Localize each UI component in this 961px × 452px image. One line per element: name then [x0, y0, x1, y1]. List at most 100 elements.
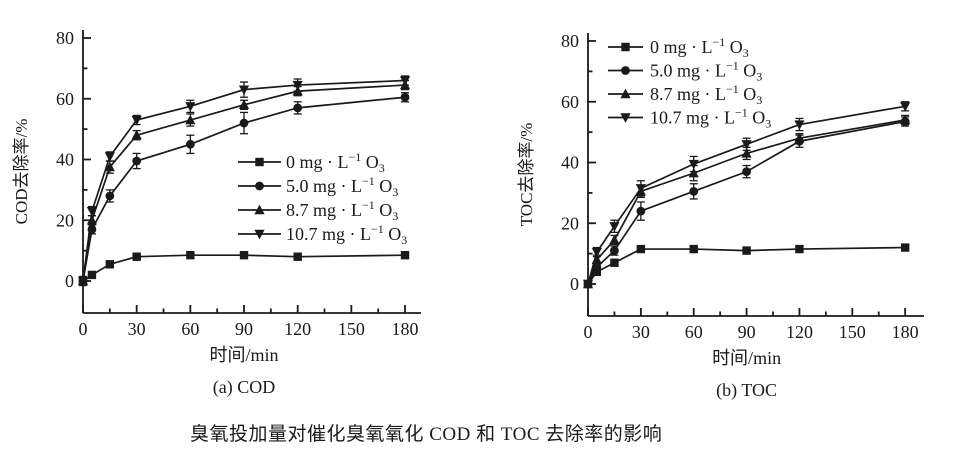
y-tick-label: 0: [65, 271, 74, 291]
circle-marker-icon: [636, 206, 646, 216]
x-tick-label: 150: [338, 319, 365, 339]
square-marker-icon: [132, 252, 141, 261]
circle-marker-icon: [742, 167, 751, 177]
y-axis-label: TOC去除率/%: [517, 123, 536, 227]
x-tick-label: 0: [584, 322, 593, 342]
panel-label: (b) TOC: [716, 380, 777, 401]
x-tick-label: 60: [685, 322, 703, 342]
legend-item: 10.7 mg · L−1 O3: [238, 222, 407, 247]
triangle-down-marker-icon: [254, 229, 265, 240]
triangle-down-marker-icon: [635, 184, 646, 194]
y-tick-label: 20: [56, 210, 74, 230]
circle-marker-icon: [689, 186, 699, 196]
series-triangle-down: [77, 75, 411, 287]
legend-label: 0 mg · L−1 O3: [650, 35, 749, 60]
x-axis-label: 时间/min: [210, 345, 279, 365]
triangle-up-marker-icon: [688, 167, 699, 178]
figure-caption: 臭氧投加量对催化臭氧氧化 COD 和 TOC 去除率的影响: [190, 424, 663, 445]
x-tick-label: 120: [786, 322, 813, 342]
square-marker-icon: [400, 250, 410, 260]
triangle-down-marker-icon: [741, 140, 752, 150]
y-tick-label: 80: [561, 31, 579, 51]
square-marker-icon: [239, 250, 249, 260]
circle-marker-icon: [185, 139, 195, 149]
x-tick-label: 0: [79, 319, 88, 339]
circle-marker-icon: [621, 66, 630, 75]
legend-item: 8.7 mg · L−1 O3: [608, 82, 762, 107]
triangle-down-marker-icon: [131, 115, 142, 126]
tick-labels: 0 30 60 90 120 150 180 0 20 40 60 80: [561, 31, 919, 342]
series-square: [78, 250, 410, 287]
square-marker-icon: [795, 244, 804, 254]
square-marker-icon: [636, 244, 646, 254]
tick-labels: 0 30 60 90 120 150 180 0 20 40 60 80: [56, 28, 419, 339]
triangle-up-marker-icon: [609, 234, 620, 245]
triangle-down-marker-icon: [900, 102, 911, 112]
square-marker-icon: [689, 244, 698, 254]
square-marker-icon: [621, 42, 630, 52]
x-tick-label: 60: [181, 319, 199, 339]
square-marker-icon: [293, 252, 302, 261]
axes: [82, 30, 421, 314]
y-tick-label: 60: [56, 89, 74, 109]
x-tick-label: 90: [738, 322, 756, 342]
square-marker-icon: [742, 246, 751, 255]
triangle-up-marker-icon: [741, 147, 752, 158]
triangle-down-marker-icon: [591, 247, 602, 258]
y-tick-label: 0: [570, 274, 579, 294]
triangle-down-marker-icon: [86, 206, 98, 217]
y-tick-label: 60: [561, 92, 579, 112]
series-triangle-up: [77, 79, 411, 286]
legend-label: 10.7 mg · L−1 O3: [650, 106, 771, 131]
x-tick-label: 30: [128, 319, 146, 339]
triangle-down-marker-icon: [609, 222, 620, 232]
series-square: [583, 243, 910, 289]
legend: 0 mg · L−1 O35.0 mg · L−1 O38.7 mg · L−1…: [608, 35, 771, 131]
x-tick-label: 180: [392, 319, 419, 339]
triangle-up-marker-icon: [254, 204, 265, 215]
legend-item: 0 mg · L−1 O3: [238, 150, 385, 175]
legend: 0 mg · L−1 O35.0 mg · L−1 O38.7 mg · L−1…: [238, 150, 407, 247]
circle-marker-icon: [610, 246, 619, 255]
square-marker-icon: [900, 243, 910, 252]
triangle-up-marker-icon: [900, 114, 911, 125]
triangle-up-marker-icon: [104, 161, 115, 172]
square-marker-icon: [610, 258, 619, 267]
cod-plot-svg: 0 30 60 90 120 150 180 0 20 40 60 80 时间/min COD去除率/% (…: [12, 28, 421, 398]
series-line: [587, 105, 906, 285]
circle-marker-icon: [105, 191, 115, 201]
triangle-down-marker-icon: [620, 113, 631, 123]
triangle-down-marker-icon: [77, 276, 89, 287]
legend-item: 10.7 mg · L−1 O3: [608, 106, 771, 131]
y-axis-label: COD去除率/%: [12, 119, 31, 225]
triangle-down-marker-icon: [688, 159, 699, 170]
square-marker-icon: [87, 270, 97, 280]
y-tick-label: 20: [561, 213, 579, 233]
legend-label: 0 mg · L−1 O3: [286, 150, 385, 175]
y-tick-label: 40: [561, 153, 579, 173]
chart-toc: 0 30 60 90 120 150 180 0 20 40 60 80 时间/min TOC去除率/% (…: [481, 0, 961, 412]
panel-label: (a) COD: [213, 377, 275, 398]
triangle-down-marker-icon: [238, 85, 250, 96]
square-marker-icon: [255, 157, 264, 167]
triangle-up-marker-icon: [620, 88, 631, 99]
legend-label: 5.0 mg · L−1 O3: [650, 59, 762, 84]
triangle-down-marker-icon: [104, 152, 115, 162]
triangle-down-marker-icon: [399, 76, 411, 86]
series-line: [82, 84, 406, 282]
square-marker-icon: [186, 250, 195, 260]
x-axis-label: 时间/min: [712, 348, 781, 368]
circle-marker-icon: [255, 181, 264, 191]
y-tick-label: 40: [56, 150, 74, 170]
legend-label: 10.7 mg · L−1 O3: [286, 222, 407, 247]
x-tick-label: 120: [284, 319, 311, 339]
triangle-up-marker-icon: [238, 99, 250, 110]
legend-item: 5.0 mg · L−1 O3: [238, 174, 398, 199]
triangle-up-marker-icon: [86, 214, 98, 225]
square-marker-icon: [592, 267, 602, 277]
series-line: [82, 79, 406, 282]
legend-label: 8.7 mg · L−1 O3: [286, 198, 398, 223]
toc-plot-svg: 0 30 60 90 120 150 180 0 20 40 60 80 时间/min TOC去除率/% (…: [517, 31, 924, 401]
x-tick-label: 180: [892, 322, 919, 342]
